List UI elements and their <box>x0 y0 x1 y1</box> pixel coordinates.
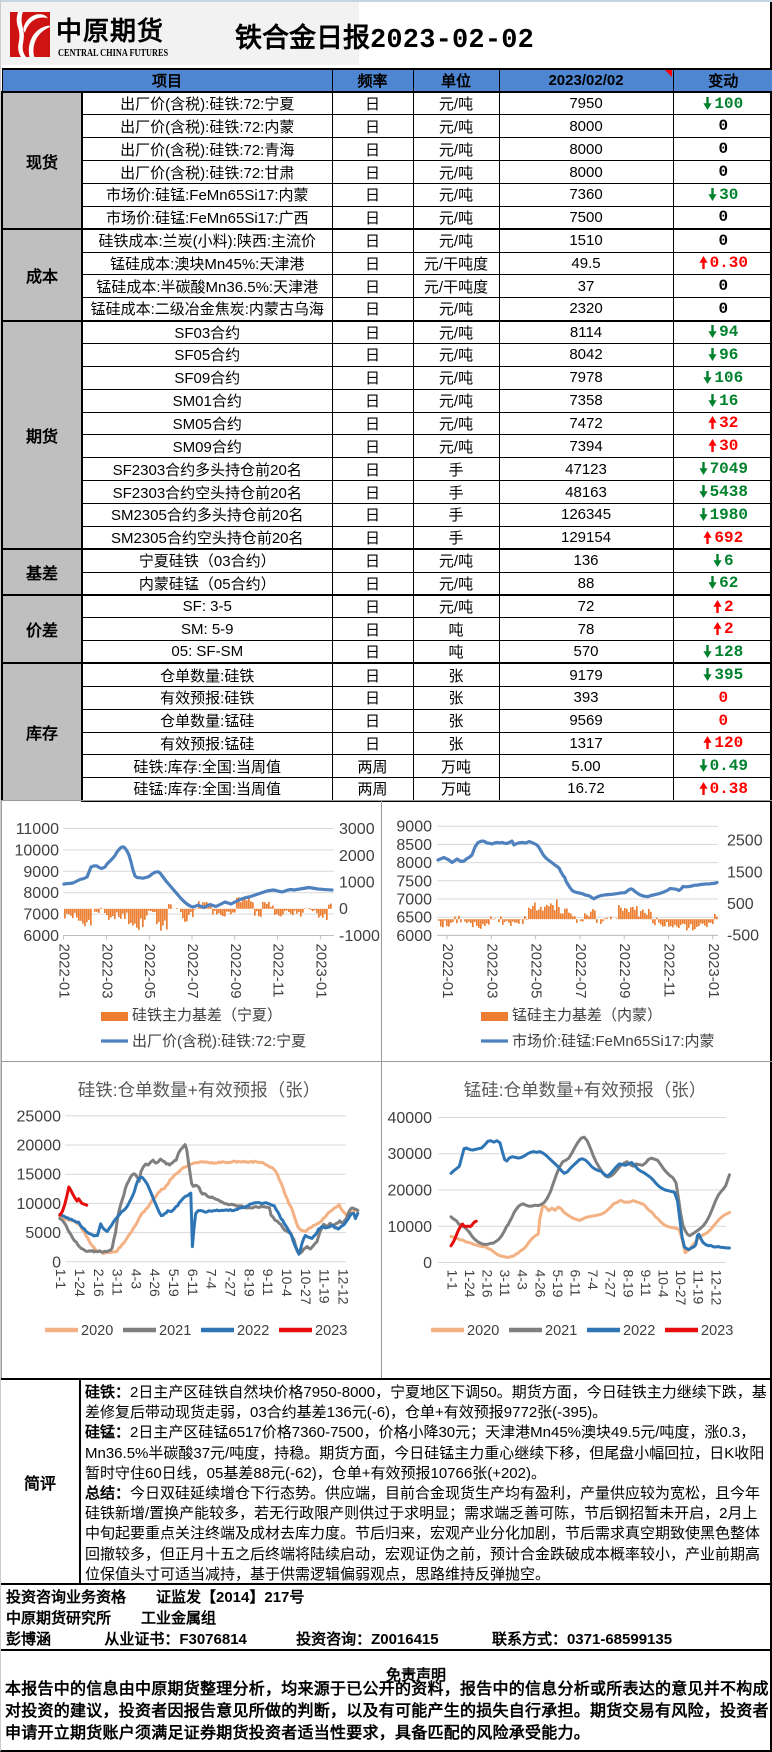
svg-text:锰硅:仓单数量+有效预报（张）: 锰硅:仓单数量+有效预报（张） <box>464 1080 707 1100</box>
svg-text:2023: 2023 <box>315 1323 347 1339</box>
svg-text:7500: 7500 <box>396 873 432 890</box>
svg-text:1-24: 1-24 <box>72 1269 88 1297</box>
svg-text:2020: 2020 <box>81 1323 113 1339</box>
svg-text:1-1: 1-1 <box>53 1269 69 1289</box>
svg-text:12-12: 12-12 <box>335 1269 351 1305</box>
svg-text:1500: 1500 <box>727 864 763 881</box>
svg-text:4-26: 4-26 <box>532 1270 548 1298</box>
svg-text:20000: 20000 <box>17 1138 62 1155</box>
svg-text:8-19: 8-19 <box>241 1269 257 1297</box>
svg-text:-1000: -1000 <box>339 928 380 945</box>
svg-text:12-12: 12-12 <box>708 1270 724 1306</box>
svg-text:出厂价(含税):硅铁:72:宁夏: 出厂价(含税):硅铁:72:宁夏 <box>132 1033 306 1050</box>
svg-text:8-19: 8-19 <box>620 1270 636 1298</box>
svg-text:2-16: 2-16 <box>91 1269 107 1297</box>
svg-text:25000: 25000 <box>17 1108 62 1125</box>
svg-text:0: 0 <box>339 901 348 918</box>
svg-text:8500: 8500 <box>396 837 432 854</box>
svg-text:2022-09: 2022-09 <box>616 943 633 998</box>
svg-text:2021: 2021 <box>159 1323 191 1339</box>
svg-text:2023: 2023 <box>701 1323 733 1339</box>
svg-text:7000: 7000 <box>23 907 59 924</box>
svg-text:0: 0 <box>52 1254 61 1271</box>
svg-text:10000: 10000 <box>17 1196 62 1213</box>
svg-text:9-11: 9-11 <box>638 1270 654 1297</box>
svg-text:10-27: 10-27 <box>673 1270 689 1306</box>
svg-text:7-4: 7-4 <box>204 1269 220 1289</box>
svg-text:500: 500 <box>727 896 754 913</box>
svg-text:11000: 11000 <box>16 821 59 838</box>
svg-text:2022: 2022 <box>237 1323 269 1339</box>
svg-text:1-1: 1-1 <box>444 1270 460 1290</box>
svg-text:7-27: 7-27 <box>603 1270 619 1298</box>
svg-text:2022-05: 2022-05 <box>141 944 158 999</box>
svg-text:11-19: 11-19 <box>317 1269 333 1304</box>
svg-text:10000: 10000 <box>388 1219 433 1236</box>
svg-text:7-4: 7-4 <box>585 1270 601 1290</box>
svg-text:2000: 2000 <box>339 848 375 865</box>
svg-text:7-27: 7-27 <box>223 1269 239 1297</box>
svg-text:2022-07: 2022-07 <box>572 943 589 998</box>
svg-text:40000: 40000 <box>388 1110 433 1127</box>
svg-text:7000: 7000 <box>396 892 432 909</box>
svg-text:9-11: 9-11 <box>260 1269 276 1296</box>
svg-text:9000: 9000 <box>396 819 432 836</box>
svg-text:-500: -500 <box>727 927 759 944</box>
svg-text:2020: 2020 <box>467 1323 499 1339</box>
svg-text:2022: 2022 <box>623 1323 655 1339</box>
svg-text:6000: 6000 <box>23 928 59 945</box>
svg-text:4-3: 4-3 <box>128 1269 144 1289</box>
svg-text:30000: 30000 <box>388 1146 433 1163</box>
svg-text:4-3: 4-3 <box>515 1270 531 1290</box>
svg-text:3000: 3000 <box>339 821 375 838</box>
svg-text:2022-05: 2022-05 <box>528 943 545 998</box>
svg-text:2022-09: 2022-09 <box>227 944 244 999</box>
svg-text:锰硅主力基差（内蒙）: 锰硅主力基差（内蒙） <box>512 1007 662 1024</box>
svg-text:15000: 15000 <box>17 1167 62 1184</box>
svg-text:8000: 8000 <box>396 855 432 872</box>
svg-text:11-19: 11-19 <box>691 1270 707 1305</box>
svg-text:2-16: 2-16 <box>479 1270 495 1298</box>
svg-text:9000: 9000 <box>23 864 59 881</box>
svg-text:2022-07: 2022-07 <box>184 944 201 999</box>
svg-text:6500: 6500 <box>396 910 432 927</box>
svg-text:5000: 5000 <box>25 1225 61 1242</box>
svg-text:0: 0 <box>423 1255 432 1272</box>
svg-text:3-11: 3-11 <box>110 1269 126 1296</box>
svg-text:6-11: 6-11 <box>185 1269 201 1296</box>
svg-text:硅铁:仓单数量+有效预报（张）: 硅铁:仓单数量+有效预报（张） <box>78 1080 321 1100</box>
svg-text:5-19: 5-19 <box>166 1269 182 1297</box>
svg-text:硅铁主力基差（宁夏）: 硅铁主力基差（宁夏） <box>132 1007 282 1024</box>
svg-text:5-19: 5-19 <box>550 1270 566 1298</box>
svg-text:2500: 2500 <box>727 833 763 850</box>
svg-text:6-11: 6-11 <box>567 1270 583 1297</box>
svg-text:2023-01: 2023-01 <box>312 944 329 999</box>
svg-text:10000: 10000 <box>15 842 60 859</box>
svg-text:2022-01: 2022-01 <box>56 944 73 999</box>
svg-text:10-27: 10-27 <box>298 1269 314 1305</box>
svg-text:2022-11: 2022-11 <box>661 943 678 997</box>
svg-text:3-11: 3-11 <box>497 1270 513 1297</box>
svg-text:2021: 2021 <box>545 1323 577 1339</box>
svg-text:1-24: 1-24 <box>462 1270 478 1298</box>
svg-text:2022-03: 2022-03 <box>483 943 500 998</box>
svg-text:4-26: 4-26 <box>147 1269 163 1297</box>
svg-text:10-4: 10-4 <box>279 1269 295 1297</box>
svg-text:6000: 6000 <box>396 928 432 945</box>
svg-text:10-4: 10-4 <box>655 1270 671 1298</box>
svg-text:2023-01: 2023-01 <box>705 943 722 998</box>
svg-text:1000: 1000 <box>339 875 375 892</box>
svg-text:20000: 20000 <box>388 1183 433 1200</box>
svg-text:2022-03: 2022-03 <box>98 944 115 999</box>
svg-text:8000: 8000 <box>23 885 59 902</box>
svg-text:2022-01: 2022-01 <box>439 943 456 998</box>
svg-text:市场价:硅锰:FeMn65Si17:内蒙: 市场价:硅锰:FeMn65Si17:内蒙 <box>512 1033 715 1050</box>
svg-text:2022-11: 2022-11 <box>270 944 287 998</box>
